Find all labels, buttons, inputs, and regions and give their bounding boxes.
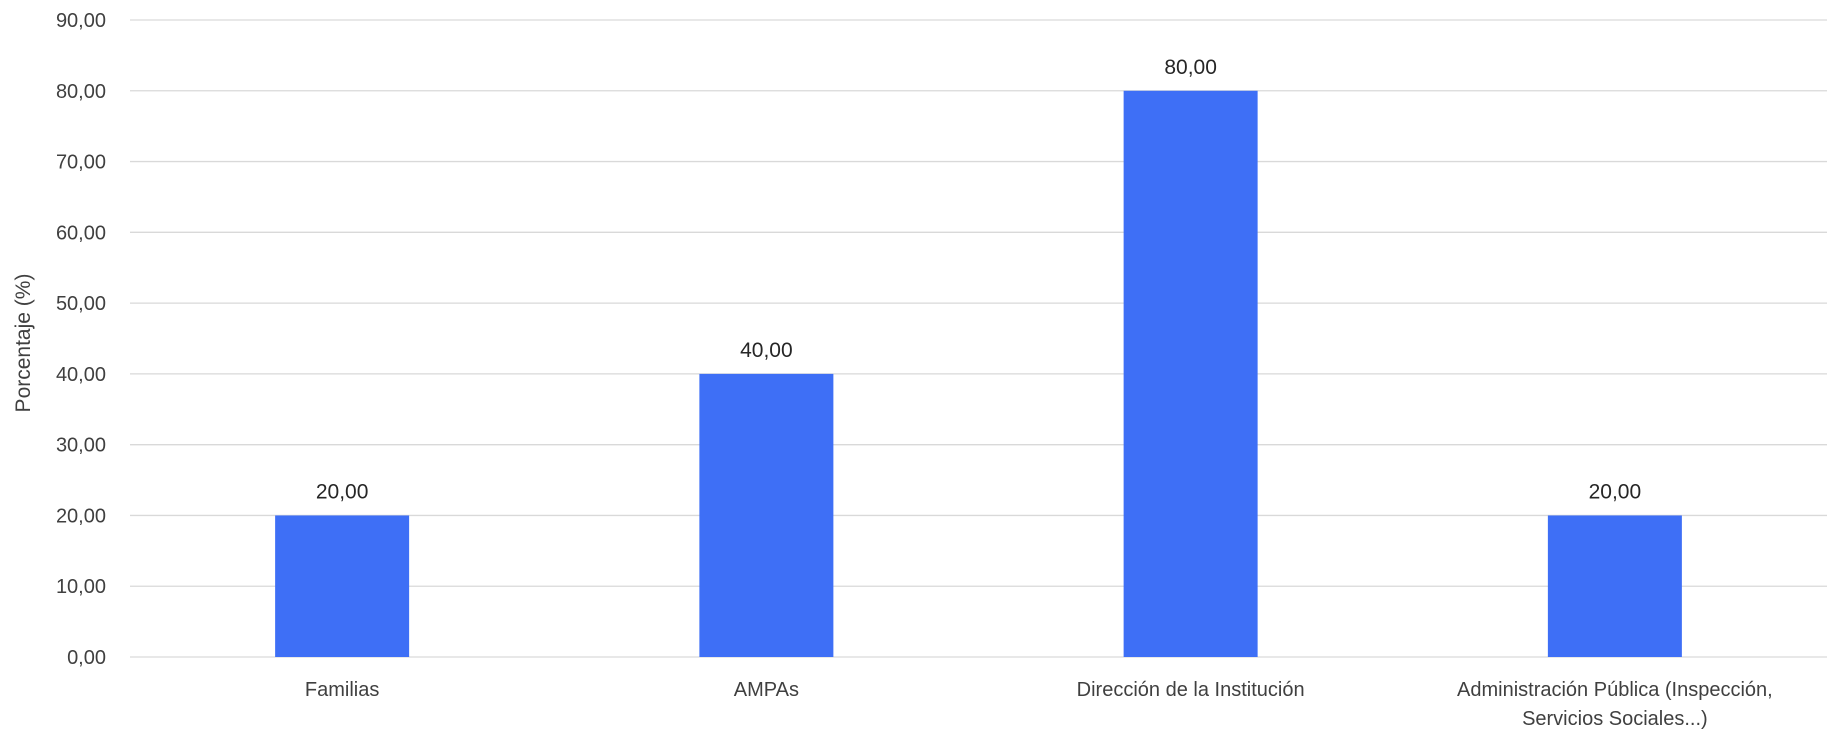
y-tick-label: 20,00: [56, 505, 106, 527]
x-category-label: AMPAs: [734, 679, 799, 701]
data-label: 20,00: [1589, 480, 1642, 503]
bar: [275, 515, 410, 657]
y-tick-label: 60,00: [56, 222, 106, 244]
bar: [699, 373, 834, 657]
data-labels: 20,00 40,00 80,00 20,00: [316, 56, 1641, 504]
y-axis-tick-labels: 0,00 10,00 20,00 30,00 40,00 50,00 60,00 70,00 8…: [56, 10, 106, 669]
y-tick-label: 10,00: [56, 576, 106, 598]
x-category-label: Familias: [305, 679, 379, 701]
x-category-label: Servicios Sociales...): [1522, 708, 1708, 730]
x-category-label: Administración Pública (Inspección,: [1457, 679, 1773, 701]
x-category-label: Dirección de la Institución: [1077, 679, 1305, 701]
data-label: 40,00: [740, 339, 793, 362]
y-tick-label: 80,00: [56, 81, 106, 103]
gridlines: [130, 19, 1827, 658]
y-tick-label: 40,00: [56, 364, 106, 386]
data-label: 80,00: [1164, 56, 1217, 79]
y-tick-label: 50,00: [56, 293, 106, 315]
y-tick-label: 70,00: [56, 152, 106, 174]
y-tick-label: 0,00: [67, 647, 106, 669]
bar: [1547, 515, 1682, 657]
x-axis-category-labels: Familias AMPAs Dirección de la Institución…: [305, 679, 1773, 730]
data-label: 20,00: [316, 480, 369, 503]
bar: [1123, 90, 1258, 658]
bars: [275, 90, 1682, 658]
y-tick-label: 90,00: [56, 10, 106, 32]
y-tick-label: 30,00: [56, 435, 106, 457]
y-axis-title: Porcentaje (%): [12, 274, 35, 413]
